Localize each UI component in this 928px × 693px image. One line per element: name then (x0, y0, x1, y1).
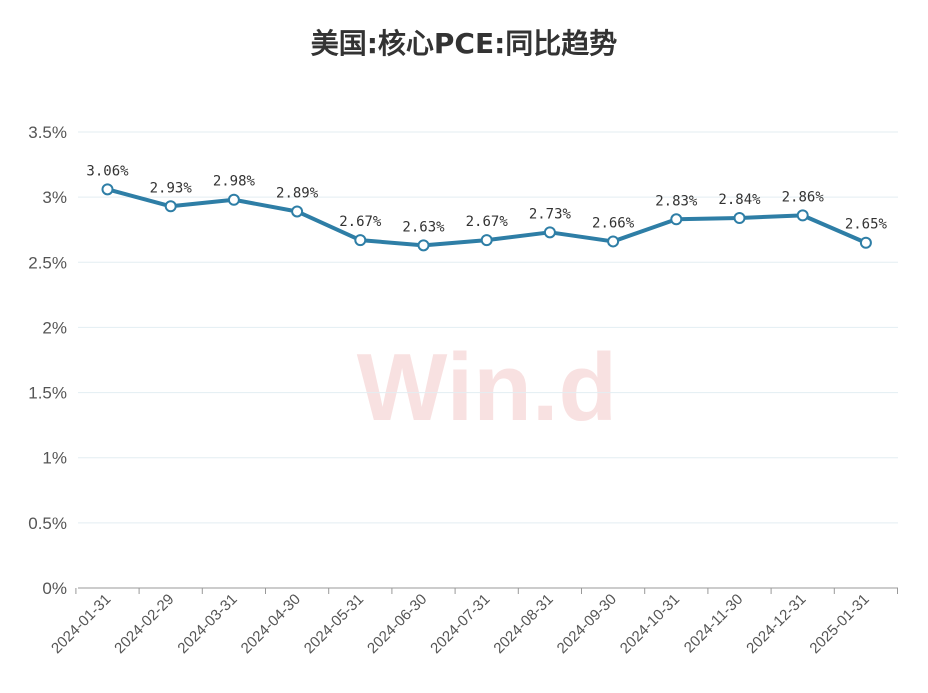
y-tick-label: 3.5% (28, 123, 67, 142)
data-point (164, 200, 177, 213)
x-tick-label: 2024-11-30 (681, 591, 746, 656)
data-label: 2.93% (150, 180, 193, 196)
data-label: 2.63% (402, 219, 445, 235)
data-label: 2.67% (339, 214, 382, 230)
data-label: 2.67% (466, 214, 509, 230)
x-tick-label: 2024-02-29 (111, 591, 177, 657)
y-tick-label: 2% (42, 318, 67, 337)
data-point (227, 193, 240, 206)
y-tick-label: 0.5% (28, 514, 67, 533)
y-tick-label: 1.5% (28, 384, 67, 403)
data-point (291, 205, 304, 218)
data-point (417, 239, 430, 252)
data-point (354, 234, 367, 247)
y-tick-label: 3% (42, 188, 67, 207)
y-tick-label: 2.5% (28, 253, 67, 272)
data-label: 2.73% (529, 206, 572, 222)
data-point (670, 213, 683, 226)
data-label: 2.66% (592, 215, 635, 231)
x-tick-label: 2024-10-31 (617, 591, 683, 657)
y-tick-label: 1% (42, 449, 67, 468)
chart-title: 美国:核心PCE:同比趋势 (310, 27, 618, 60)
data-label: 3.06% (86, 163, 129, 179)
x-tick-label: 2024-03-31 (174, 591, 240, 657)
data-point (543, 226, 556, 239)
data-point (607, 235, 620, 248)
data-point (480, 234, 493, 247)
data-label: 2.83% (655, 193, 698, 209)
y-tick-label: 0% (42, 579, 67, 598)
data-label: 2.89% (276, 185, 319, 201)
watermark: Win.d (357, 334, 617, 441)
x-tick-label: 2024-07-31 (427, 591, 493, 657)
data-point (796, 209, 809, 222)
x-tick-label: 2024-09-30 (554, 591, 620, 657)
x-tick-label: 2024-06-30 (364, 591, 430, 657)
data-point (859, 236, 872, 249)
data-label: 2.98% (213, 174, 256, 190)
x-tick-label: 2024-01-31 (48, 591, 114, 657)
data-point (101, 183, 114, 196)
x-tick-label: 2025-01-31 (806, 591, 872, 657)
data-label: 2.86% (782, 189, 825, 205)
x-tick-label: 2024-08-31 (490, 591, 556, 657)
x-tick-label: 2024-05-31 (301, 591, 367, 657)
data-label: 2.65% (845, 217, 888, 233)
data-point (733, 211, 746, 224)
data-label: 2.84% (718, 192, 761, 208)
x-tick-label: 2024-12-31 (743, 591, 809, 657)
x-tick-label: 2024-04-30 (238, 591, 304, 657)
